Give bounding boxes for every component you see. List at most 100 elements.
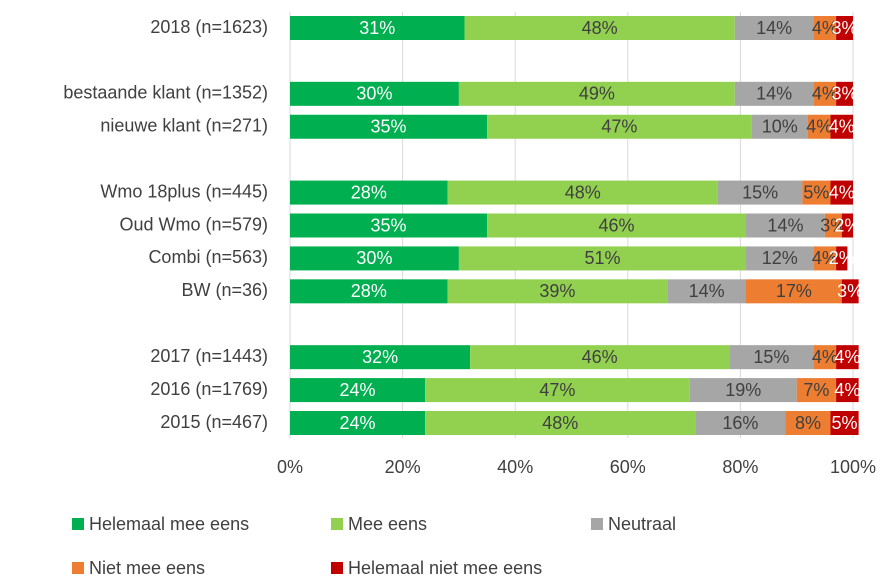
data-label: 31% <box>359 18 395 38</box>
x-tick-label: 20% <box>385 457 421 477</box>
bar-segment <box>729 345 814 370</box>
data-label: 3% <box>837 281 863 301</box>
data-label: 10% <box>762 117 798 137</box>
data-label: 28% <box>351 281 387 301</box>
data-label: 4% <box>834 380 860 400</box>
bar-segment <box>841 213 853 238</box>
legend-label: Helemaal niet mee eens <box>348 558 542 578</box>
data-label: 30% <box>356 84 392 104</box>
bar-segment <box>290 180 448 205</box>
bar-segment <box>447 180 718 205</box>
bar-segment <box>836 16 853 40</box>
data-label: 46% <box>599 215 635 235</box>
x-tick-label: 60% <box>610 457 646 477</box>
data-label: 46% <box>582 347 618 367</box>
data-label: 14% <box>689 281 725 301</box>
bar-segment <box>290 345 471 370</box>
data-label: 24% <box>340 380 376 400</box>
bar-segment <box>813 246 837 271</box>
bar-segment <box>464 16 735 40</box>
bar-segment <box>695 411 786 435</box>
data-label: 48% <box>582 18 618 38</box>
bar-segment <box>290 378 426 403</box>
data-label: 3% <box>832 18 858 38</box>
legend-swatch <box>591 518 603 530</box>
bar-segment <box>425 378 690 403</box>
bar-segment <box>824 213 842 238</box>
y-tick-label: Wmo 18plus (n=445) <box>100 181 268 201</box>
data-label: 2% <box>834 215 860 235</box>
bar-segment <box>785 411 831 435</box>
data-label: 28% <box>351 182 387 202</box>
y-tick-label: Combi (n=563) <box>148 247 268 267</box>
bar-segment <box>734 81 814 106</box>
data-label: 15% <box>753 347 789 367</box>
bar-segment <box>807 114 831 139</box>
y-tick-label: 2016 (n=1769) <box>150 379 268 399</box>
data-label: 51% <box>584 248 620 268</box>
bar-segment <box>290 246 459 271</box>
y-tick-label: BW (n=36) <box>181 280 268 300</box>
legend-label: Niet mee eens <box>89 558 205 578</box>
bar-segment <box>813 16 837 40</box>
y-tick-label: 2018 (n=1623) <box>150 17 268 37</box>
data-label: 14% <box>767 215 803 235</box>
bar-segment <box>836 378 859 403</box>
data-label: 48% <box>565 182 601 202</box>
bar-segment <box>830 114 853 139</box>
bar-segment <box>836 345 859 370</box>
data-label: 2% <box>829 248 855 268</box>
data-label: 4% <box>812 84 838 104</box>
bar-segment <box>470 345 730 370</box>
bar-segment <box>487 114 752 139</box>
bar-segment <box>836 81 853 106</box>
bar-segment <box>447 279 668 304</box>
data-label: 14% <box>756 84 792 104</box>
data-label: 19% <box>725 380 761 400</box>
data-label: 7% <box>803 380 829 400</box>
data-label: 5% <box>803 182 829 202</box>
bar-segment <box>746 246 814 271</box>
data-label: 15% <box>742 182 778 202</box>
y-tick-label: 2015 (n=467) <box>160 412 268 432</box>
bar-segment <box>813 345 837 370</box>
bar-segment <box>689 378 797 403</box>
data-label: 39% <box>539 281 575 301</box>
bar-segment <box>290 81 459 106</box>
data-label: 4% <box>812 347 838 367</box>
y-tick-label: Oud Wmo (n=579) <box>119 214 268 234</box>
x-tick-label: 80% <box>722 457 758 477</box>
y-tick-label: nieuwe klant (n=271) <box>100 116 268 136</box>
bar-segment <box>734 16 814 40</box>
x-tick-label: 100% <box>830 457 876 477</box>
legend-label: Mee eens <box>348 514 427 534</box>
legend-label: Helemaal mee eens <box>89 514 249 534</box>
bar-segment <box>802 180 831 205</box>
bar-segment <box>830 411 859 435</box>
bar-segment <box>813 81 837 106</box>
data-label: 4% <box>829 182 855 202</box>
data-label: 16% <box>722 413 758 433</box>
data-label: 48% <box>542 413 578 433</box>
data-label: 4% <box>834 347 860 367</box>
bar-segment <box>751 114 808 139</box>
bar-segment <box>290 411 426 435</box>
bar-segment <box>796 378 837 403</box>
legend-swatch <box>331 562 343 574</box>
data-label: 4% <box>812 18 838 38</box>
bar-segment <box>841 279 859 304</box>
bar-segment <box>746 213 825 238</box>
bar-segment <box>425 411 696 435</box>
bar-segment <box>667 279 747 304</box>
legend-label: Neutraal <box>608 514 676 534</box>
y-tick-label: bestaande klant (n=1352) <box>63 83 268 103</box>
x-tick-label: 40% <box>497 457 533 477</box>
legend-swatch <box>72 518 84 530</box>
data-label: 4% <box>806 117 832 137</box>
bar-segment <box>290 16 465 40</box>
data-label: 14% <box>756 18 792 38</box>
bar-segment <box>290 213 488 238</box>
legend-swatch <box>72 562 84 574</box>
bar-segment <box>290 114 488 139</box>
